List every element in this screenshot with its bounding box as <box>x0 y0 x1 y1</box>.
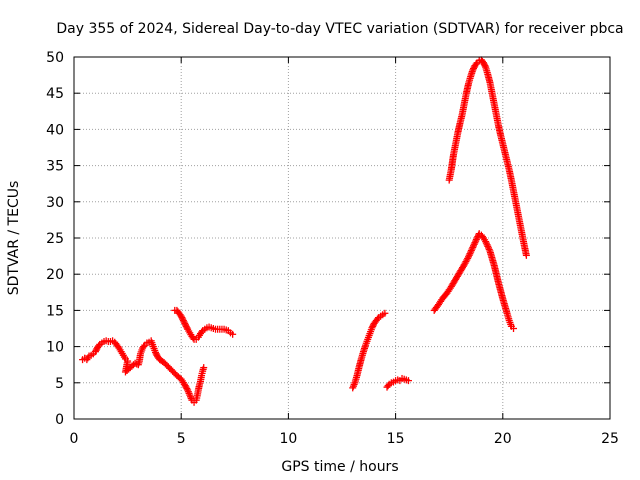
data-point-fill <box>485 244 493 252</box>
chart-title: Day 355 of 2024, Sidereal Day-to-day VTE… <box>56 21 623 37</box>
data-point-fill <box>483 241 491 249</box>
x-tick-label: 5 <box>177 431 186 447</box>
data-point-fill <box>481 62 489 70</box>
axis-ticks <box>73 56 611 420</box>
data-point <box>381 309 389 317</box>
data-point-fill <box>183 385 191 393</box>
x-tick-label: 25 <box>601 431 619 447</box>
y-tick-label: 50 <box>46 50 64 66</box>
y-tick-label: 5 <box>55 376 64 392</box>
series-1 <box>79 337 208 406</box>
data-point <box>482 238 490 246</box>
grid <box>74 57 610 419</box>
data-point-fill <box>471 239 479 247</box>
data-point-fill <box>468 245 476 253</box>
y-tick-label: 45 <box>46 86 64 102</box>
data-point-fill <box>484 242 492 250</box>
data-point-fill <box>485 245 493 253</box>
y-tick-label: 25 <box>46 231 64 247</box>
y-tick-label: 20 <box>46 267 64 283</box>
data-point-fill <box>466 250 474 258</box>
x-tick-label: 15 <box>387 431 405 447</box>
data-point-fill <box>140 343 148 351</box>
y-tick-label: 0 <box>55 412 64 428</box>
data-point <box>464 253 472 261</box>
data-point <box>404 377 412 385</box>
data-point <box>522 251 530 259</box>
y-tick-label: 15 <box>46 303 64 319</box>
data-points <box>79 56 530 406</box>
y-tick-label: 35 <box>46 159 64 175</box>
tick-labels: 0 5 10 15 20 25 0 5 10 15 20 25 30 35 40 45 50 <box>46 50 619 447</box>
y-tick-label: 10 <box>46 340 64 356</box>
data-point-fill <box>467 248 475 256</box>
x-tick-label: 10 <box>279 431 297 447</box>
data-point-fill <box>469 242 477 250</box>
data-point-fill <box>467 247 475 255</box>
data-point-fill <box>472 60 480 68</box>
series-5 <box>430 230 518 332</box>
data-point <box>469 243 477 251</box>
data-point-fill <box>464 254 472 262</box>
series-6 <box>445 56 530 259</box>
series-3 <box>349 309 389 392</box>
y-tick-label: 30 <box>46 195 64 211</box>
series-4 <box>383 374 412 391</box>
data-point-fill <box>472 236 480 244</box>
x-tick-label: 20 <box>494 431 512 447</box>
data-point-fill <box>465 251 473 259</box>
data-point <box>229 330 237 338</box>
series-2 <box>171 306 237 343</box>
x-axis-title: GPS time / hours <box>281 459 398 475</box>
data-point <box>510 325 518 332</box>
y-axis-title: SDTVAR / TECUs <box>6 181 22 296</box>
data-point-fill <box>470 240 478 248</box>
data-point-fill <box>472 237 480 245</box>
data-point-fill <box>482 239 490 247</box>
x-tick-label: 0 <box>70 431 79 447</box>
y-tick-label: 40 <box>46 122 64 138</box>
data-point-fill <box>189 334 197 342</box>
data-point <box>200 364 208 372</box>
